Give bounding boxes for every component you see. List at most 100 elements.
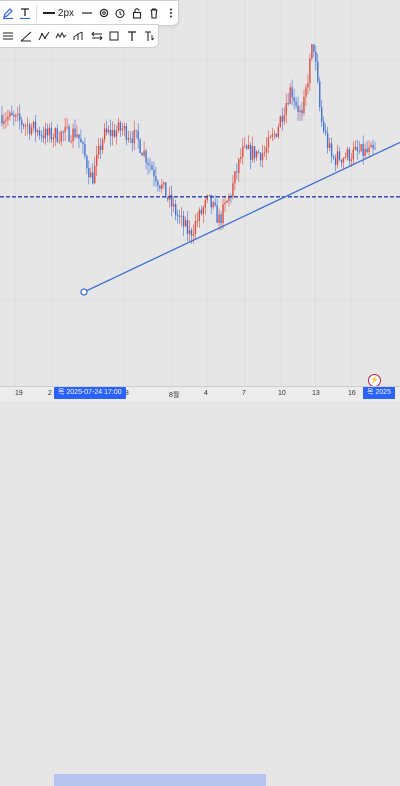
candle-body <box>348 149 351 162</box>
candle-body <box>143 150 145 156</box>
candle-body <box>240 156 242 159</box>
wave-icon[interactable] <box>53 25 70 47</box>
candle-body <box>238 158 240 173</box>
candle-body <box>236 171 238 173</box>
candle-body <box>113 129 116 137</box>
candle-body <box>326 133 329 148</box>
candle-body <box>62 131 64 133</box>
candle-body <box>342 158 345 163</box>
text-tool-icon[interactable] <box>124 25 141 47</box>
more-icon[interactable] <box>163 1 178 25</box>
candle-body <box>328 143 331 148</box>
candle-body <box>218 214 220 223</box>
candle-body <box>54 128 56 138</box>
candle-body <box>352 149 354 160</box>
candle-body <box>214 202 216 206</box>
settings-icon[interactable] <box>95 1 112 25</box>
candle-body <box>346 149 349 158</box>
candle-body <box>267 137 270 148</box>
candle-body <box>246 145 248 149</box>
candle-body <box>360 144 362 152</box>
candle-body <box>180 215 183 217</box>
price-chart[interactable] <box>0 0 400 386</box>
rectangle-icon[interactable] <box>106 25 123 47</box>
candle-body <box>226 200 228 203</box>
trend-angle-icon[interactable] <box>18 25 35 47</box>
candle-body <box>297 105 299 113</box>
candle-body <box>131 138 133 143</box>
candle-body <box>299 110 301 113</box>
candle-body <box>271 134 274 137</box>
candle-body <box>275 133 278 137</box>
candle-body <box>149 164 151 166</box>
candle-body <box>176 215 179 217</box>
candle-body <box>374 148 376 150</box>
candle-body <box>92 172 94 184</box>
candle-body <box>313 44 315 52</box>
candle-body <box>251 146 254 160</box>
candle-body <box>368 147 370 153</box>
candle-body <box>249 144 252 160</box>
candle-body <box>354 147 356 150</box>
delete-icon[interactable] <box>146 1 163 25</box>
candle-body <box>42 135 45 139</box>
candle-body <box>277 127 279 137</box>
candle-body <box>165 182 167 198</box>
candle-body <box>216 205 218 223</box>
candle-body <box>96 154 98 166</box>
candle-body <box>98 145 100 155</box>
candle-body <box>244 145 246 147</box>
pattern-icon[interactable] <box>35 25 52 47</box>
candle-body <box>9 112 11 117</box>
candle-body <box>289 87 291 104</box>
candle-body <box>208 194 210 196</box>
candle-body <box>44 128 47 139</box>
candle-body <box>206 195 208 201</box>
candle-body <box>11 112 13 116</box>
alert-icon[interactable] <box>112 1 129 25</box>
trend-line[interactable] <box>83 141 400 293</box>
candle-body <box>358 150 360 152</box>
candle-body <box>281 116 283 122</box>
price-label-icon[interactable] <box>141 25 158 47</box>
candle-body <box>198 209 201 221</box>
line-width-icon <box>42 12 55 14</box>
candle-body <box>257 151 260 153</box>
candle-body <box>119 122 122 131</box>
trend-line-handle[interactable] <box>80 288 88 296</box>
candle-body <box>46 128 49 136</box>
lock-icon[interactable] <box>129 1 146 25</box>
candle-body <box>279 116 281 128</box>
fib-icon[interactable] <box>0 25 17 47</box>
candle-body <box>220 214 222 224</box>
candle-body <box>204 200 206 208</box>
cycle-icon[interactable] <box>71 25 88 47</box>
candle-body <box>123 126 126 129</box>
candle-body <box>68 126 70 142</box>
line-width-label: 2px <box>57 7 75 19</box>
candle-body <box>305 87 307 97</box>
line-style-icon[interactable] <box>78 1 95 25</box>
candle-body <box>60 131 62 142</box>
candle-body <box>88 168 90 178</box>
candle-body <box>94 165 96 184</box>
candle-body <box>115 130 118 137</box>
candle-body <box>52 137 54 140</box>
candle-body <box>338 151 341 160</box>
candle-body <box>127 138 129 140</box>
candle-body <box>372 144 374 149</box>
candle-body <box>78 134 80 139</box>
selected-start-date: 목 2025-07-24 17:00 <box>54 387 126 399</box>
text-icon[interactable] <box>17 1 34 25</box>
candle-body <box>350 159 353 162</box>
candle-body <box>178 216 181 218</box>
candle-body <box>224 202 226 205</box>
candle-body <box>212 202 214 208</box>
axis-tick: 10 <box>278 390 286 397</box>
candle-body <box>70 141 72 143</box>
pencil-icon[interactable] <box>0 1 17 25</box>
line-width-selector[interactable]: 2px <box>39 1 78 25</box>
channel-icon[interactable] <box>88 25 105 47</box>
candle-body <box>261 153 264 161</box>
candle-body <box>171 194 173 207</box>
